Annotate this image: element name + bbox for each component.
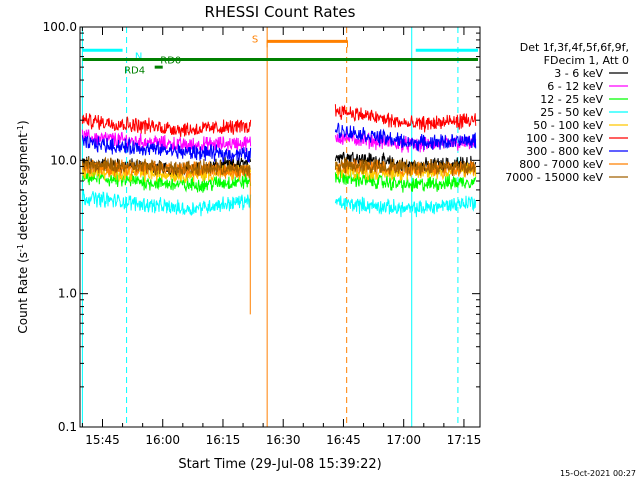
legend-entry: 12 - 25 keV [540,93,628,106]
x-tick-label: 16:30 [266,433,301,447]
y-axis-label-middle: detector segment [16,133,30,244]
flag-s-2-label: S [252,34,258,45]
series-trace-segment-1 [334,169,477,193]
generation-timestamp: 15-Oct-2021 00:27 [560,469,636,478]
series-trace-segment-0 [81,135,252,163]
series-12-25-kev [81,168,477,193]
x-tick-label: 15:45 [85,433,120,447]
legend-entry: 800 - 7000 keV [519,158,628,171]
legend-header-1: Det 1f,3f,4f,5f,6f,9f, [520,41,629,54]
legend-label: 12 - 25 keV [540,93,603,106]
series-trace-segment-1 [334,157,477,176]
series-300-800-kev [81,122,477,163]
legend-label: 300 - 800 keV [526,145,603,158]
x-tick-label: 16:15 [206,433,241,447]
legend-label: 6 - 12 keV [547,80,603,93]
y-axis-label-exponent-2: -1 [16,125,25,133]
flag-n-0-label: N [135,52,142,63]
series-trace-segment-0 [81,156,251,179]
y-axis-label-end: ) [16,120,30,125]
legend-entry: 100 - 300 keV [526,132,628,145]
x-tick-label: 16:45 [326,433,361,447]
legend-label: 25 - 50 keV [540,106,603,119]
series-trace-segment-0 [81,168,252,193]
plot-frame [79,26,481,428]
series-trace-segment-0 [81,129,252,154]
flag-rd0-3-label: RD0 [160,56,181,67]
legend-label: 3 - 6 keV [554,67,603,80]
series-trace-segment-1 [334,130,477,153]
legend-entry: 6 - 12 keV [547,80,628,93]
legend-label: 800 - 7000 keV [519,158,603,171]
series-7000-15000-kev [81,156,477,179]
flag-rd4-4-label: RD4 [124,66,145,77]
y-axis-label-exponent-1: -1 [16,244,25,252]
series-25-50-kev [81,189,477,218]
series-trace-segment-0 [81,113,252,137]
axis-ticks: 15:45 16:00 16:15 16:30 16:45 17:00 17:15 0.1 1.… [43,20,482,447]
y-axis-label: Count Rate (s-1 detector segment-1) [16,120,31,333]
series-trace-segment-1 [334,195,477,218]
series-100-300-kev [81,104,477,137]
legend-entry: 50 - 100 keV [533,119,628,132]
legend-entry: 300 - 800 keV [526,145,628,158]
series-trace-segment-0 [81,189,252,217]
y-axis-label-main: Count Rate (s [16,252,30,334]
legend-entry: 3 - 6 keV [554,67,628,80]
x-tick-label: 17:15 [447,433,482,447]
legend-header-2: FDecim 1, Att 0 [544,54,629,67]
plot-area: N S RD0 RD4 [81,27,478,427]
x-tick-label: 16:00 [145,433,180,447]
legend-label: 7000 - 15000 keV [505,171,603,184]
y-tick-label: 10.0 [50,153,77,167]
series-trace-segment-1 [334,122,477,152]
chart-title: RHESSI Count Rates [205,3,356,21]
series-trace-segment-1 [334,104,477,133]
series-trace-segment-0 [81,159,252,179]
legend-label: 100 - 300 keV [526,132,603,145]
y-tick-label: 100.0 [43,20,77,34]
legend-entry: 7000 - 15000 keV [505,171,628,184]
y-tick-label: 0.1 [58,420,77,434]
x-tick-label: 17:00 [386,433,421,447]
series-6-12-kev [81,129,477,154]
x-axis-label: Start Time (29-Jul-08 15:39:22) [178,457,381,472]
y-tick-label: 1.0 [58,287,77,301]
legend-entry: 25 - 50 keV [540,106,628,119]
legend-label: 50 - 100 keV [533,119,603,132]
